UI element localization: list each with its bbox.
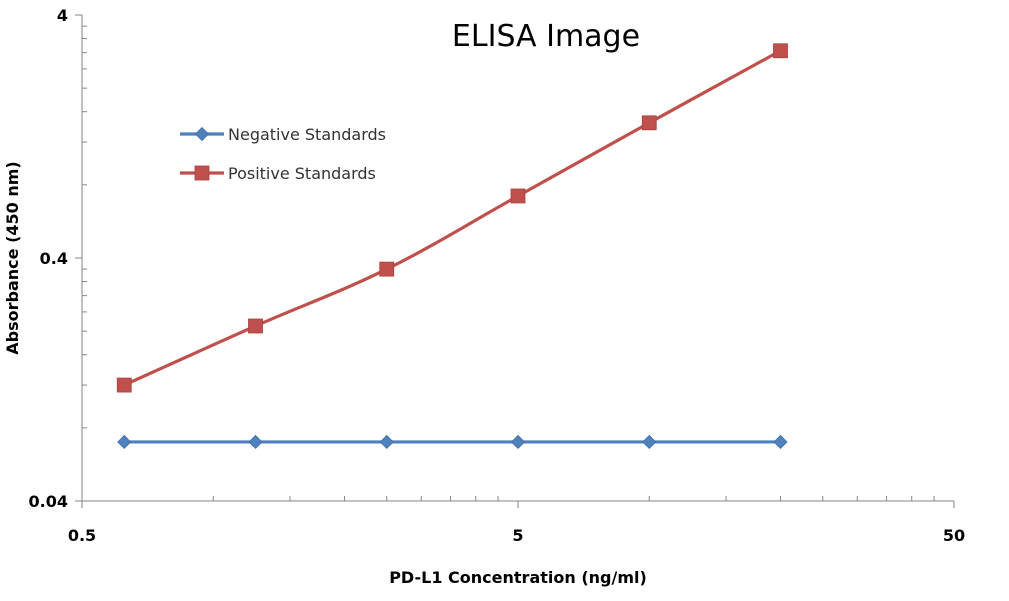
x-tick-label: 0.5	[68, 526, 96, 545]
plot-series	[116, 43, 788, 450]
legend-label-negative-standards: Negative Standards	[228, 125, 386, 144]
data-point-positive-standards	[116, 377, 132, 393]
data-point-negative-standards	[510, 434, 526, 450]
data-point-negative-standards	[379, 434, 394, 450]
y-axis: 0.04 0.4 4	[29, 6, 87, 511]
legend-marker-negative-standards	[194, 126, 210, 142]
y-tick-label: 0.4	[40, 249, 68, 268]
series-positive-standards	[116, 43, 788, 393]
legend-marker-positive-standards	[194, 165, 210, 181]
data-point-positive-standards	[641, 115, 657, 131]
data-point-positive-standards	[248, 318, 263, 334]
data-point-negative-standards	[117, 434, 132, 450]
legend-item-positive-standards: Positive Standards	[180, 164, 376, 183]
y-tick-label: 4	[57, 6, 68, 25]
legend-label-positive-standards: Positive Standards	[228, 164, 376, 183]
x-axis: 0.5 5 50	[68, 496, 965, 545]
legend: Negative Standards Positive Standards	[180, 125, 386, 183]
x-axis-label: PD-L1 Concentration (ng/ml)	[389, 568, 647, 587]
data-point-positive-standards	[510, 188, 526, 204]
data-point-positive-standards	[379, 261, 395, 277]
legend-item-negative-standards: Negative Standards	[180, 125, 386, 144]
x-tick-label: 5	[512, 526, 523, 545]
x-tick-label: 50	[943, 526, 965, 545]
data-point-negative-standards	[773, 434, 788, 450]
series-line-positive-standards	[123, 49, 782, 387]
chart-title: ELISA Image	[452, 19, 640, 54]
data-point-negative-standards	[248, 434, 263, 450]
series-negative-standards	[117, 434, 788, 450]
data-point-positive-standards	[773, 43, 788, 59]
y-tick-label: 0.04	[29, 492, 68, 511]
y-axis-label: Absorbance (450 nm)	[3, 161, 22, 354]
data-point-negative-standards	[642, 434, 657, 450]
